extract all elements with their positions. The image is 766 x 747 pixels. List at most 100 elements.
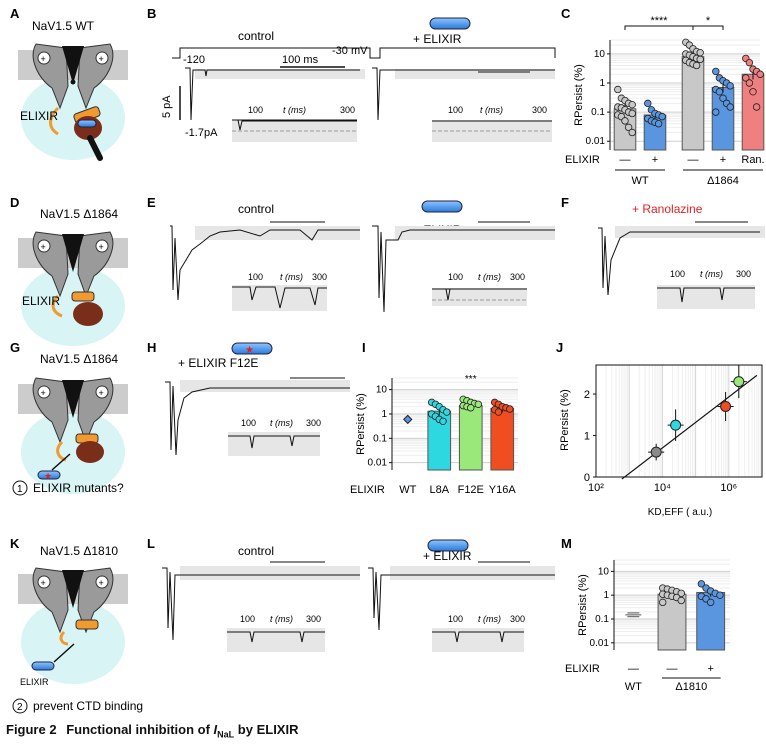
inset-tick: 300 bbox=[306, 418, 321, 428]
data-point bbox=[443, 408, 451, 416]
panel-B-elixir-label: + ELIXIR bbox=[413, 32, 462, 46]
data-point bbox=[756, 70, 764, 78]
data-point bbox=[494, 408, 503, 416]
panel-F-ranolazine-label: + Ranolazine bbox=[632, 202, 703, 216]
chart-J: 0 1 2 10² 10⁴ 10⁶ RPersist (%) KD,EFF ( a.u.) bbox=[559, 364, 763, 518]
panel-letter-G: G bbox=[10, 340, 20, 355]
bar-C-2 bbox=[681, 56, 705, 151]
column-label: + bbox=[720, 154, 726, 166]
column-label: + bbox=[652, 154, 658, 166]
y-axis-label: RPersist (%) bbox=[355, 393, 367, 455]
data-point bbox=[628, 128, 636, 137]
inset-axis-label: t (ms) bbox=[700, 269, 723, 279]
svg-text:+: + bbox=[41, 578, 46, 588]
panel-letter-H: H bbox=[147, 340, 156, 355]
panel-letter-J: J bbox=[556, 340, 563, 355]
inset-axis-label: t (ms) bbox=[478, 272, 501, 282]
data-point bbox=[715, 88, 724, 96]
caption-symbol-sub: NaL bbox=[217, 729, 235, 740]
bar-I-3 bbox=[490, 407, 515, 471]
data-point bbox=[474, 400, 483, 408]
row-label: ELIXIR bbox=[565, 663, 600, 675]
data-point bbox=[624, 123, 633, 132]
inset-axis-label: t (ms) bbox=[270, 418, 293, 428]
svg-text:+: + bbox=[99, 242, 104, 252]
sig-bracket bbox=[692, 25, 724, 30]
scatter-point-l8a bbox=[670, 419, 682, 431]
inset-tick: 300 bbox=[306, 614, 321, 624]
data-point bbox=[628, 109, 636, 118]
data-point bbox=[621, 117, 629, 125]
bar-C-4 bbox=[741, 73, 765, 151]
scatter-point-f12e bbox=[733, 376, 745, 388]
current-trace-B-control bbox=[185, 67, 365, 121]
caption-text: Functional inhibition of bbox=[66, 722, 210, 737]
svg-text:+: + bbox=[99, 578, 104, 588]
group-label: WT bbox=[625, 681, 642, 693]
svg-text:+: + bbox=[41, 388, 46, 398]
panel-letter-B: B bbox=[147, 6, 156, 21]
data-point bbox=[745, 58, 754, 67]
inset-tick: 100 bbox=[248, 272, 263, 282]
y-tick-label: 1 bbox=[381, 409, 387, 420]
current-trace-F: 100 t (ms) 300 bbox=[598, 221, 765, 309]
inset-axis-label: t (ms) bbox=[480, 105, 503, 115]
channel-cartoon-A: + + bbox=[18, 43, 128, 161]
voltage-protocol-left bbox=[172, 47, 378, 59]
svg-text:+: + bbox=[41, 54, 46, 64]
channel-cartoon-K: + + bbox=[18, 567, 128, 684]
data-point bbox=[658, 112, 666, 121]
x-axis-label: KD,EFF ( a.u.) bbox=[648, 507, 712, 518]
inset-tick: 100 bbox=[240, 614, 255, 624]
x-tick-label: 10⁶ bbox=[720, 482, 737, 494]
data-point bbox=[677, 596, 685, 605]
panel-letter-F: F bbox=[561, 195, 569, 210]
panel-A-title: NaV1.5 WT bbox=[32, 19, 95, 33]
current-trace-L-control: 100 t (ms) 300 bbox=[162, 561, 360, 652]
panel-K-title: NaV1.5 Δ1810 bbox=[40, 544, 118, 558]
current-trace-E-control: 100 t (ms) 300 bbox=[170, 221, 360, 311]
column-label: — bbox=[628, 663, 639, 675]
holding-potential-label: -120 bbox=[183, 54, 205, 66]
inset-axis-label: t (ms) bbox=[270, 614, 293, 624]
panel-A-elixir-label: ELIXIR bbox=[20, 109, 58, 123]
column-label: Ran. bbox=[741, 154, 764, 166]
inset-axis-label: t (ms) bbox=[478, 614, 501, 624]
column-label: + bbox=[707, 663, 713, 675]
panel-letter-E: E bbox=[147, 195, 156, 210]
data-point bbox=[614, 85, 622, 94]
note-number-badge bbox=[12, 698, 28, 714]
column-label: — bbox=[667, 663, 678, 675]
inset-tick: 300 bbox=[510, 614, 525, 624]
row-label: ELIXIR bbox=[350, 484, 385, 496]
y-tick-label: 1 bbox=[584, 431, 590, 443]
data-point bbox=[712, 67, 720, 76]
data-point bbox=[706, 598, 715, 607]
inset-current-label: -1.7pA bbox=[185, 127, 218, 139]
panel-letter-C: C bbox=[561, 6, 571, 21]
data-point bbox=[654, 120, 663, 128]
data-point bbox=[726, 82, 734, 90]
bar-I-2 bbox=[458, 405, 483, 471]
data-point bbox=[659, 598, 667, 607]
y-tick-label: 10 bbox=[598, 566, 610, 577]
data-point bbox=[719, 94, 727, 102]
data-point bbox=[726, 103, 734, 111]
panel-G-note: ELIXIR mutants? bbox=[33, 481, 124, 495]
data-point bbox=[742, 74, 750, 82]
panel-B-control-label: control bbox=[238, 29, 274, 43]
data-point bbox=[692, 61, 701, 70]
column-label: L8A bbox=[429, 484, 449, 496]
elixir-pill-icon bbox=[421, 200, 463, 213]
figure-caption: Figure 2 Functional inhibition of INaL b… bbox=[6, 722, 298, 740]
x-tick-label: 10² bbox=[588, 482, 604, 494]
inset-axis-label: t (ms) bbox=[280, 272, 303, 282]
panel-K-elixir-label: ELIXIR bbox=[20, 677, 49, 687]
data-point bbox=[644, 99, 652, 108]
data-point bbox=[745, 79, 754, 87]
note-number-badge bbox=[12, 480, 28, 496]
caption-figure-number: Figure 2 bbox=[6, 722, 57, 737]
